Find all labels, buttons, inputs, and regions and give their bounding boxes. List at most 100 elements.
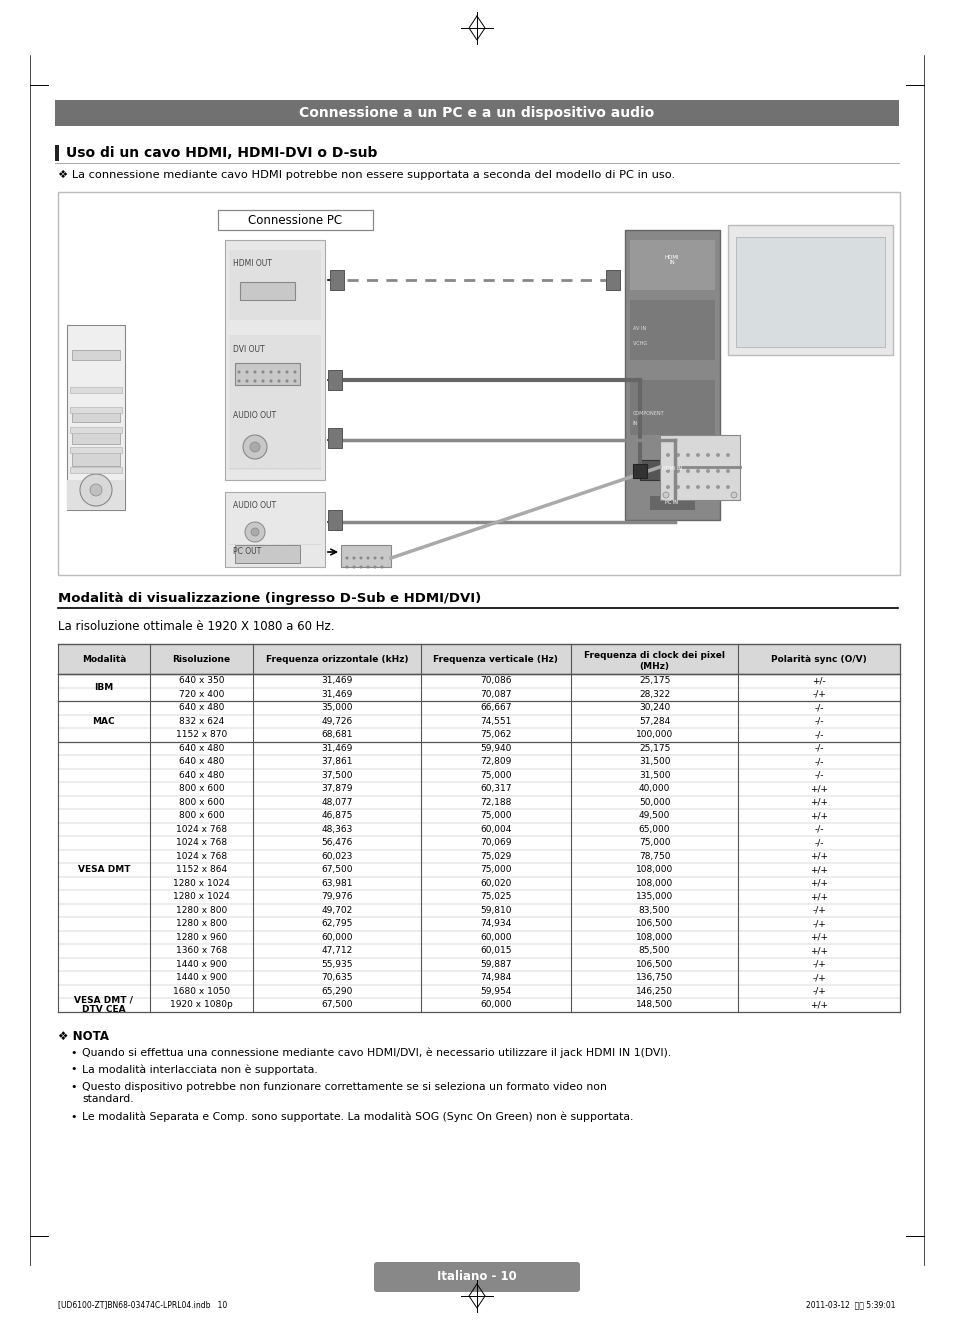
Circle shape — [676, 485, 679, 489]
Text: Polarità sync (O/V): Polarità sync (O/V) — [770, 654, 866, 663]
Text: 50,000: 50,000 — [639, 798, 670, 807]
Text: 1280 x 1024: 1280 x 1024 — [173, 892, 230, 901]
Text: 65,000: 65,000 — [639, 824, 670, 834]
Circle shape — [345, 565, 348, 568]
Text: 640 x 480: 640 x 480 — [178, 770, 224, 779]
Circle shape — [245, 379, 248, 383]
Text: -/-: -/- — [814, 703, 823, 712]
Text: 74,551: 74,551 — [479, 717, 511, 725]
Text: 31,469: 31,469 — [321, 676, 353, 686]
Bar — [649, 495, 695, 510]
Circle shape — [253, 370, 256, 374]
Text: -/-: -/- — [814, 824, 823, 834]
Text: 31,469: 31,469 — [321, 744, 353, 753]
Text: 46,875: 46,875 — [321, 811, 353, 820]
Text: 28,322: 28,322 — [639, 690, 669, 699]
Circle shape — [359, 565, 362, 568]
Bar — [229, 336, 320, 470]
Text: 47,712: 47,712 — [321, 946, 353, 955]
Text: 1024 x 768: 1024 x 768 — [175, 839, 227, 847]
Text: 720 x 400: 720 x 400 — [178, 690, 224, 699]
Circle shape — [277, 370, 280, 374]
Text: HDMI OUT: HDMI OUT — [233, 259, 272, 268]
Text: Frequenza di clock dei pixel: Frequenza di clock dei pixel — [583, 650, 724, 659]
Circle shape — [676, 469, 679, 473]
Circle shape — [380, 565, 383, 568]
Text: 60,000: 60,000 — [479, 1000, 511, 1009]
Circle shape — [685, 469, 689, 473]
Circle shape — [245, 522, 265, 542]
Text: -/-: -/- — [814, 717, 823, 725]
Circle shape — [294, 370, 296, 374]
Text: 31,469: 31,469 — [321, 690, 353, 699]
Text: 1152 x 864: 1152 x 864 — [175, 865, 227, 875]
Text: 1280 x 960: 1280 x 960 — [175, 933, 227, 942]
Circle shape — [352, 565, 355, 568]
Text: 800 x 600: 800 x 600 — [178, 785, 224, 793]
Bar — [225, 491, 325, 567]
Text: VESA DMT: VESA DMT — [77, 865, 130, 875]
Text: 60,020: 60,020 — [479, 878, 511, 888]
Circle shape — [685, 453, 689, 457]
Circle shape — [705, 485, 709, 489]
Bar — [340, 546, 391, 567]
Text: 640 x 480: 640 x 480 — [178, 757, 224, 766]
Circle shape — [294, 379, 296, 383]
Text: 49,500: 49,500 — [639, 811, 670, 820]
Circle shape — [285, 379, 288, 383]
Text: Modalità di visualizzazione (ingresso D-Sub e HDMI/DVI): Modalità di visualizzazione (ingresso D-… — [58, 592, 480, 605]
Circle shape — [269, 379, 273, 383]
Text: -/+: -/+ — [811, 987, 825, 996]
Bar — [727, 225, 892, 355]
Text: VESA DMT /: VESA DMT / — [74, 995, 133, 1004]
Text: MAC: MAC — [92, 717, 115, 725]
Text: 60,004: 60,004 — [479, 824, 511, 834]
Bar — [70, 427, 122, 433]
Text: 108,000: 108,000 — [636, 933, 673, 942]
Text: +/+: +/+ — [809, 878, 827, 888]
Text: 74,934: 74,934 — [479, 919, 511, 929]
Text: Connessione a un PC e a un dispositivo audio: Connessione a un PC e a un dispositivo a… — [299, 106, 654, 120]
Circle shape — [345, 556, 348, 560]
Text: standard.: standard. — [82, 1095, 133, 1104]
Bar — [330, 269, 344, 291]
Text: 59,810: 59,810 — [479, 906, 511, 914]
Circle shape — [716, 453, 720, 457]
Text: 60,015: 60,015 — [479, 946, 511, 955]
Text: DTV CEA: DTV CEA — [82, 1005, 126, 1015]
Text: 1024 x 768: 1024 x 768 — [175, 852, 227, 861]
Text: -/+: -/+ — [811, 919, 825, 929]
Bar — [58, 192, 899, 575]
Text: 68,681: 68,681 — [321, 731, 353, 740]
Text: Italiano - 10: Italiano - 10 — [436, 1271, 517, 1284]
Text: HDMI
IN: HDMI IN — [664, 255, 679, 266]
Text: +/+: +/+ — [809, 785, 827, 793]
Circle shape — [380, 556, 383, 560]
Text: (MHz): (MHz) — [639, 662, 669, 671]
Text: 59,940: 59,940 — [479, 744, 511, 753]
Text: 75,000: 75,000 — [479, 770, 511, 779]
Text: 75,000: 75,000 — [639, 839, 670, 847]
Text: 31,500: 31,500 — [639, 757, 670, 766]
Text: -/-: -/- — [814, 757, 823, 766]
Text: +/+: +/+ — [809, 865, 827, 875]
Circle shape — [251, 528, 258, 536]
Circle shape — [665, 469, 669, 473]
Text: 31,500: 31,500 — [639, 770, 670, 779]
Text: 60,023: 60,023 — [321, 852, 353, 861]
Text: +/+: +/+ — [809, 811, 827, 820]
Circle shape — [90, 483, 102, 495]
Text: 48,077: 48,077 — [321, 798, 353, 807]
Text: AUDIO OUT: AUDIO OUT — [233, 411, 275, 420]
Bar — [629, 300, 714, 361]
Text: 100,000: 100,000 — [636, 731, 673, 740]
Circle shape — [261, 370, 264, 374]
Text: 640 x 350: 640 x 350 — [178, 676, 224, 686]
Circle shape — [730, 491, 737, 498]
Circle shape — [696, 453, 700, 457]
Circle shape — [352, 556, 355, 560]
Circle shape — [665, 485, 669, 489]
Text: 136,750: 136,750 — [636, 974, 673, 983]
Text: 75,025: 75,025 — [479, 892, 511, 901]
Circle shape — [705, 453, 709, 457]
